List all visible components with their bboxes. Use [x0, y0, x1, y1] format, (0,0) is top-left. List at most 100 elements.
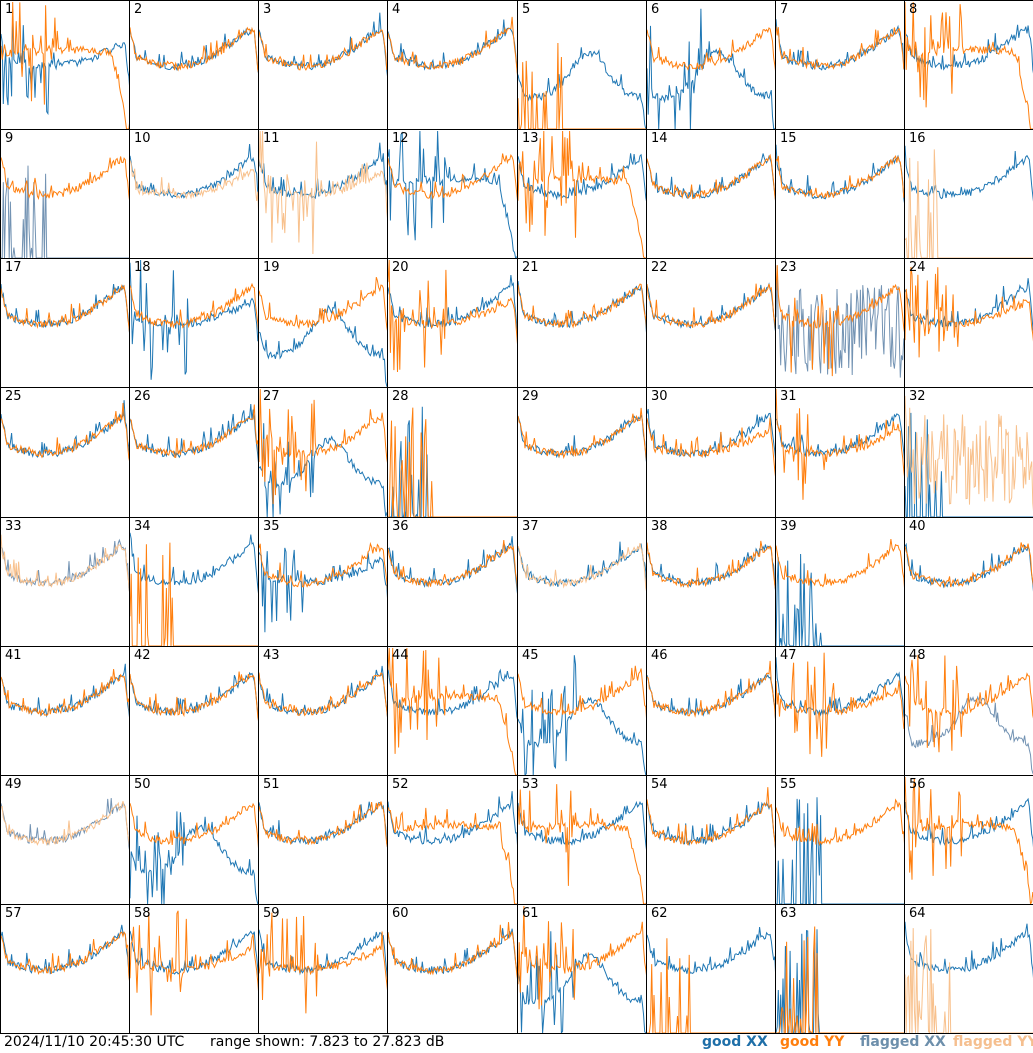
yy-series-line: [647, 283, 775, 330]
panel-plot: [905, 145, 1033, 258]
panel-label: 28: [392, 389, 409, 404]
xx-series-line: [1, 165, 129, 258]
panel-label: 21: [522, 260, 539, 275]
yy-series-line: [776, 155, 904, 199]
panel-plot: [518, 784, 646, 904]
panel-label: 13: [522, 131, 539, 146]
spectrum-panel: 55: [775, 775, 905, 905]
xx-series-line: [388, 406, 517, 517]
yy-series-line: [1, 801, 129, 847]
panel-plot: [776, 926, 904, 1033]
yy-series-line: [518, 283, 646, 329]
yy-series-line: [388, 647, 517, 775]
panel-plot: [1, 798, 129, 851]
yy-series-line: [1, 534, 129, 593]
yy-series-line: [388, 540, 517, 591]
panel-plot: [130, 403, 258, 463]
panel-plot: [518, 280, 646, 333]
panel-label: 46: [651, 648, 668, 663]
panel-plot: [905, 395, 1033, 517]
panel-plot: [518, 407, 646, 462]
panel-plot: [1, 663, 129, 718]
xx-series-line: [259, 12, 387, 77]
legend-good-xx: good XX: [702, 1034, 768, 1050]
yy-series-line: [1, 1, 129, 129]
panel-label: 14: [651, 131, 668, 146]
xx-series-line: [647, 408, 775, 459]
panel-label: 18: [134, 260, 151, 275]
xx-series-line: [776, 553, 904, 646]
xx-series-line: [776, 144, 904, 204]
xx-series-line: [130, 930, 258, 978]
spectrum-panel: 22: [646, 258, 776, 388]
spectrum-panel: 23: [775, 258, 905, 388]
xx-series-line: [518, 153, 646, 202]
panel-plot: [1, 924, 129, 981]
panel-plot: [259, 388, 387, 517]
yy-series-line: [388, 807, 517, 904]
panel-plot: [259, 665, 387, 718]
panel-label: 32: [909, 389, 926, 404]
spectrum-panel: 32: [904, 387, 1033, 518]
yy-series-line: [130, 26, 258, 73]
spectrum-panel: 63: [775, 904, 905, 1034]
xx-series-line: [518, 280, 646, 333]
spectrum-panel: 51: [258, 775, 388, 905]
panel-label: 31: [780, 389, 797, 404]
spectrum-panel: 60: [387, 904, 518, 1034]
xx-series-line: [130, 403, 258, 463]
yy-series-line: [905, 1, 1033, 129]
xx-series-line: [647, 8, 775, 129]
xx-series-line: [259, 665, 387, 718]
panel-label: 9: [5, 131, 14, 146]
panel-label: 17: [5, 260, 22, 275]
spectrum-panel: 50: [129, 775, 259, 905]
panel-label: 54: [651, 777, 668, 792]
yy-series-line: [518, 665, 646, 719]
panel-label: 33: [5, 519, 22, 534]
spectrum-panel: 62: [646, 904, 776, 1034]
yy-series-line: [647, 27, 775, 71]
spectrum-panel: 16: [904, 129, 1033, 259]
legend-good-yy: good YY: [780, 1034, 845, 1050]
panel-label: 10: [134, 131, 151, 146]
panel-label: 3: [263, 2, 272, 17]
panel-label: 26: [134, 389, 151, 404]
panel-plot: [776, 388, 904, 500]
panel-label: 1: [5, 2, 14, 17]
panel-plot: [647, 408, 775, 477]
xx-series-line: [259, 929, 387, 979]
footer: 2024/11/10 20:45:30 UTC range shown: 7.8…: [0, 1033, 1033, 1053]
xx-series-line: [1, 663, 129, 718]
xx-series-line: [647, 153, 775, 201]
panel-label: 64: [909, 906, 926, 921]
spectrum-panel: 59: [258, 904, 388, 1034]
yy-series-line: [518, 784, 646, 904]
yy-series-line: [518, 905, 646, 1010]
panel-plot: [130, 532, 258, 646]
xx-series-line: [518, 800, 646, 850]
panel-plot: [130, 910, 258, 1016]
panel-label: 29: [522, 389, 539, 404]
panel-plot: [1, 156, 129, 258]
spectrum-panel: 27: [258, 387, 388, 518]
panel-plot: [259, 801, 387, 848]
panel-plot: [259, 12, 387, 77]
panel-plot: [647, 660, 775, 720]
panel-plot: [647, 787, 775, 849]
panel-label: 30: [651, 389, 668, 404]
yy-series-line: [130, 910, 258, 1016]
panel-plot: [518, 905, 646, 1033]
xx-series-line: [388, 791, 517, 846]
panel-label: 45: [522, 648, 539, 663]
yy-series-line: [905, 149, 1033, 258]
timestamp: 2024/11/10 20:45:30 UTC: [4, 1034, 185, 1050]
panel-plot: [130, 671, 258, 722]
spectrum-panel: 19: [258, 258, 388, 388]
spectrum-panel: 25: [0, 387, 130, 518]
panel-plot: [1, 1, 129, 129]
panel-plot: [776, 797, 904, 904]
yy-series-line: [905, 928, 1033, 1033]
spectrum-panel: 57: [0, 904, 130, 1034]
yy-series-line: [647, 938, 775, 1033]
